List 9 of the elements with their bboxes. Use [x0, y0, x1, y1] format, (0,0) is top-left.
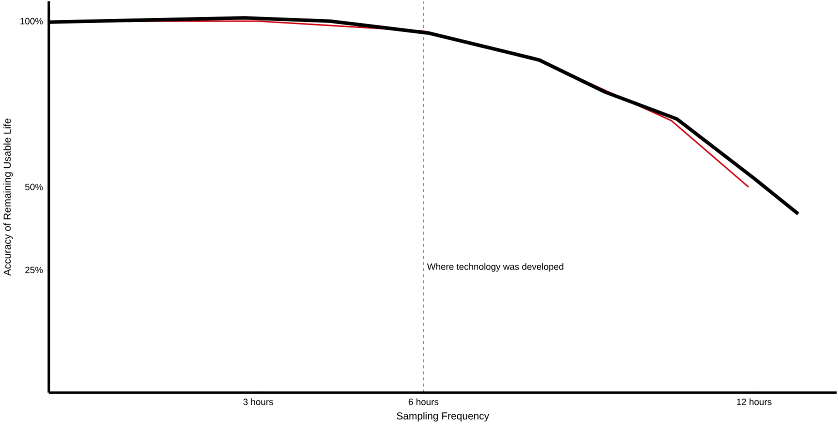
- ref-line-label: Where technology was developed: [427, 263, 564, 272]
- y-axis-title: Accuracy of Remaining Usable Life: [3, 118, 13, 276]
- x-tick-label: 6 hours: [408, 398, 438, 406]
- y-tick-label: 25%: [25, 266, 43, 274]
- y-tick-label: 100%: [20, 18, 43, 24]
- x-tick-label: 12 hours: [737, 398, 772, 406]
- x-axis-title: Sampling Frequency: [396, 412, 490, 422]
- y-tick-label: 50%: [25, 184, 43, 190]
- x-tick-label: 3 hours: [243, 398, 274, 406]
